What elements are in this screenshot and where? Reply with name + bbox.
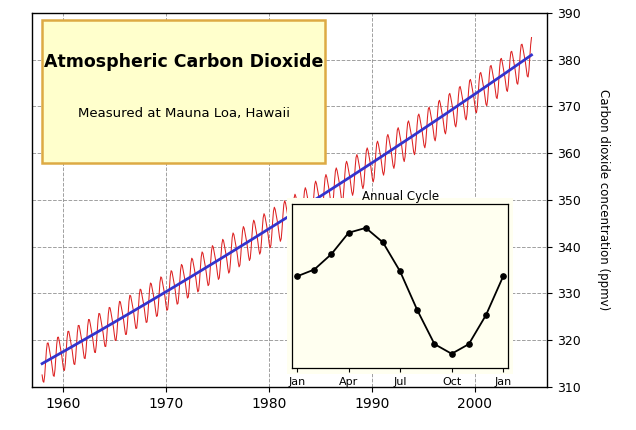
Text: Atmospheric Carbon Dioxide: Atmospheric Carbon Dioxide <box>44 52 324 71</box>
Text: Measured at Mauna Loa, Hawaii: Measured at Mauna Loa, Hawaii <box>78 108 290 120</box>
FancyBboxPatch shape <box>287 198 513 374</box>
FancyBboxPatch shape <box>42 20 326 163</box>
Y-axis label: Carbon dioxide concentration (ppmv): Carbon dioxide concentration (ppmv) <box>597 89 610 310</box>
